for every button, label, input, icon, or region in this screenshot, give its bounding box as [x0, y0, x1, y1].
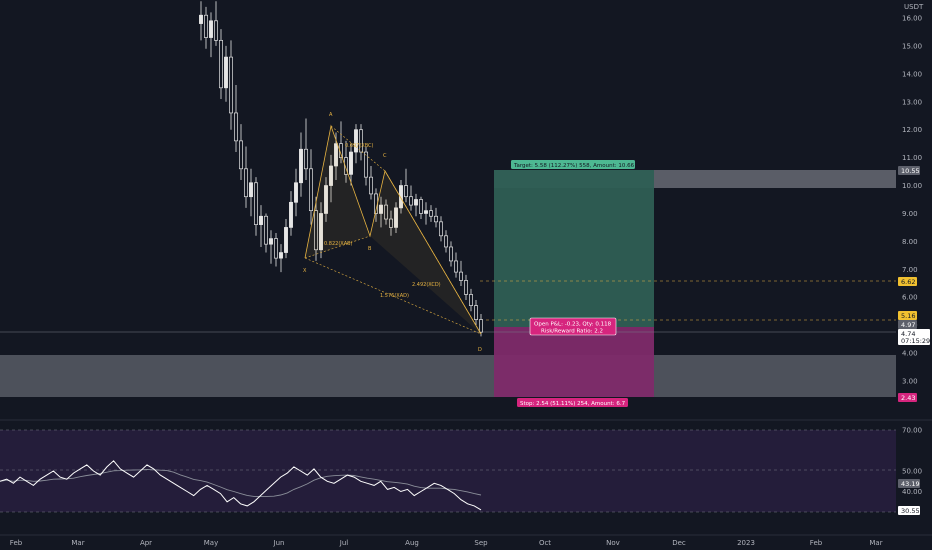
stop-label: Stop: 2.54 (51.11%) 254, Amount: 6.7 [520, 401, 626, 407]
candle-body [424, 211, 427, 214]
candle-body [454, 261, 457, 272]
point-x-label: X [303, 268, 307, 274]
candle-body [284, 227, 287, 252]
y-tick-label: 14.00 [902, 70, 922, 78]
x-tick-label: Jun [273, 539, 285, 547]
x-tick-label: Aug [405, 539, 419, 547]
x-tick-label: Feb [10, 539, 23, 547]
stop-zone [494, 327, 654, 397]
candle-body [309, 169, 312, 211]
y-tick-label: 10.00 [902, 182, 922, 190]
y-tick-label: 4.00 [902, 350, 918, 358]
candle-body [469, 294, 472, 305]
y-tick-label: 8.00 [902, 238, 918, 246]
ratio-xbc: 0.697(XBC) [345, 143, 374, 149]
candle-body [369, 177, 372, 194]
rsi-tick-label: 40.00 [902, 488, 922, 496]
candle-body [234, 113, 237, 141]
tag-4-97: 4.97 [901, 321, 915, 329]
tag-countdown: 07:15:29 [901, 337, 930, 345]
rsi-current: 43.19 [901, 480, 920, 488]
tag-6-62: 6.62 [901, 278, 915, 286]
candle-body [434, 216, 437, 222]
x-tick-label: Sep [474, 539, 488, 547]
candle-body [214, 21, 217, 41]
candle-body [459, 272, 462, 280]
candle-body [474, 306, 477, 320]
candle-body [289, 202, 292, 227]
y-tick-label: 12.00 [902, 126, 922, 134]
ratio-xad: 1.576(XAD) [380, 293, 409, 299]
candle-body [364, 152, 367, 177]
point-d-label: D [478, 347, 482, 353]
x-tick-label: 2023 [737, 539, 755, 547]
demand-zone [0, 355, 896, 397]
open-pl-label: Open P&L: -0.23, Qty: 0.118 [534, 322, 612, 328]
candle-body [419, 200, 422, 214]
y-tick-label: 6.00 [902, 294, 918, 302]
candle-body [244, 169, 247, 197]
ratio-xab: 0.822(XAB) [324, 241, 353, 247]
point-c-label: C [383, 153, 387, 159]
candle-body [449, 247, 452, 261]
candle-body [444, 236, 447, 247]
x-tick-label: Jul [339, 539, 349, 547]
y-tick-label: 15.00 [902, 42, 922, 50]
x-tick-label: Mar [71, 539, 84, 547]
candle-body [304, 149, 307, 169]
candle-body [199, 15, 202, 23]
currency-label: USDT [904, 3, 924, 11]
candle-body [259, 216, 262, 224]
candle-body [254, 183, 257, 225]
candle-body [464, 280, 467, 294]
x-tick-label: Dec [672, 539, 686, 547]
tag-5-16: 5.16 [901, 312, 915, 320]
y-tick-label: 13.00 [902, 98, 922, 106]
x-tick-label: Oct [539, 539, 551, 547]
rsi-tick-label: 50.00 [902, 468, 922, 476]
x-tick-label: May [204, 539, 218, 547]
candle-body [294, 183, 297, 203]
tag-2-43: 2.43 [901, 394, 915, 402]
candle-body [239, 141, 242, 169]
rsi-tick-label: 70.00 [902, 427, 922, 435]
tag-10-55: 10.55 [901, 167, 920, 175]
point-a-label: A [329, 112, 333, 118]
candle-body [229, 57, 232, 113]
candle-body [349, 152, 352, 174]
rr-label: Risk/Reward Ratio: 2.2 [541, 329, 603, 335]
rsi-current2: 30.55 [901, 507, 920, 515]
candle-body [429, 211, 432, 217]
rsi-band [0, 430, 896, 512]
target-zone [494, 170, 654, 327]
candle-body [409, 197, 412, 205]
candle-body [264, 216, 267, 244]
candle-body [249, 183, 252, 197]
candle-body [299, 149, 302, 183]
candle-body [404, 186, 407, 197]
point-b-label: B [368, 246, 372, 252]
y-tick-label: 16.00 [902, 15, 922, 23]
y-tick-label: 9.00 [902, 210, 918, 218]
candle-body [479, 320, 482, 333]
y-tick-label: 7.00 [902, 266, 918, 274]
x-tick-label: Nov [606, 539, 620, 547]
x-tick-label: Mar [869, 539, 882, 547]
y-tick-label: 11.00 [902, 154, 922, 162]
x-tick-label: Apr [140, 539, 152, 547]
candle-body [274, 239, 277, 259]
target-label: Target: 5.58 (112.27%) 558, Amount: 10.6… [513, 163, 635, 169]
candle-body [209, 21, 212, 38]
x-tick-label: Feb [810, 539, 823, 547]
ratio-xcd: 2.492(XCD) [412, 282, 441, 288]
candle-body [269, 239, 272, 245]
candle-body [414, 200, 417, 206]
candle-body [224, 57, 227, 88]
candle-body [204, 15, 207, 37]
y-tick-label: 3.00 [902, 378, 918, 386]
candle-body [439, 222, 442, 236]
candle-body [279, 253, 282, 259]
candle-body [219, 40, 222, 87]
